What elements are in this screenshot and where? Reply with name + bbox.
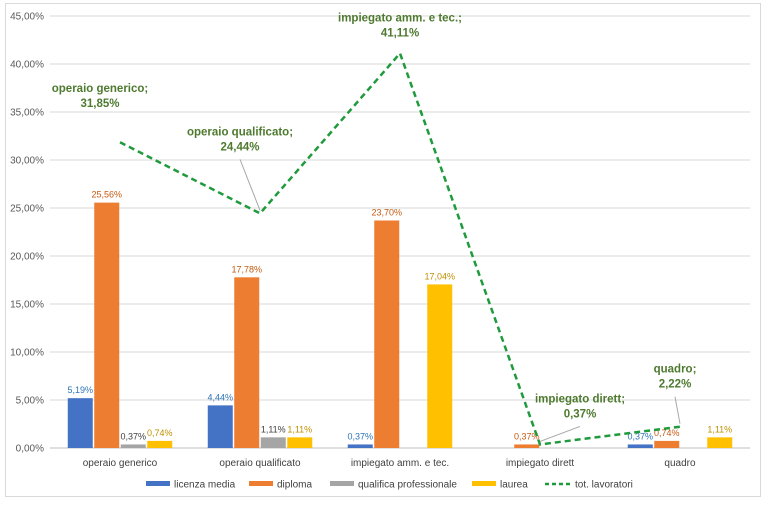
legend-swatch — [472, 481, 496, 486]
bar-data-label: 25,56% — [91, 190, 122, 200]
bar — [374, 220, 400, 448]
axis-layer: 0,00% 5,00% 10,00% 15,00% 20,00% 25,00% 30,00%… — [10, 12, 696, 470]
y-tick-label: 35,00% — [10, 108, 44, 119]
annotation-label: impiegato amm. e tec.; — [338, 12, 462, 24]
bar-data-label: 1,11% — [261, 424, 286, 434]
bar — [234, 277, 260, 448]
y-tick-label: 20,00% — [10, 252, 44, 263]
annotation-layer: operaio generico; 31,85% operaio qualifica… — [52, 12, 697, 442]
legend-swatch — [146, 481, 170, 486]
annotation-leader — [239, 159, 261, 211]
bar-data-label: 0,74% — [147, 428, 173, 438]
legend-label: tot. lavoratori — [575, 480, 633, 491]
bar — [260, 437, 286, 448]
bar-data-label: 0,37% — [627, 431, 653, 441]
legend-swatch — [249, 481, 273, 486]
y-tick-label: 45,00% — [10, 12, 44, 23]
bar — [207, 405, 233, 448]
bar-label-layer: 5,19% 4,44% 0,37% 0,37% 25,56% 17,78% 23,70% 0,… — [67, 190, 732, 442]
y-tick-label: 30,00% — [10, 156, 44, 167]
bar-data-label: 1,11% — [707, 424, 732, 434]
annotation-label: operaio generico; — [52, 83, 149, 95]
annotation-label: operaio qualificato; — [187, 126, 293, 138]
legend-label: laurea — [500, 480, 528, 491]
y-tick-label: 0,00% — [16, 444, 44, 455]
legend-layer: licenza media diploma qualifica profession… — [146, 480, 633, 491]
x-tick-label: operaio generico — [83, 458, 158, 469]
bar — [654, 440, 680, 448]
bar-data-label: 5,19% — [67, 385, 93, 395]
bar — [147, 440, 173, 448]
legend-label: licenza media — [174, 480, 236, 491]
annotation-value: 24,44% — [220, 141, 259, 153]
legend-label: diploma — [277, 480, 312, 491]
y-tick-label: 40,00% — [10, 60, 44, 71]
line-layer — [119, 50, 681, 446]
annotation-label: quadro; — [654, 364, 697, 376]
y-tick-label: 25,00% — [10, 204, 44, 215]
bar-data-label: 4,44% — [207, 392, 233, 402]
bar-data-label: 23,70% — [371, 207, 402, 217]
bar — [514, 444, 540, 448]
y-tick-label: 15,00% — [10, 300, 44, 311]
bar-data-label: 0,74% — [654, 428, 680, 438]
x-tick-label: impiegato dirett — [506, 458, 575, 469]
bar — [427, 284, 453, 448]
bar — [94, 202, 120, 448]
bar-data-label: 17,78% — [231, 264, 262, 274]
x-tick-label: quadro — [664, 458, 696, 469]
x-tick-label: impiegato amm. e tec. — [351, 458, 449, 469]
bar-data-label: 17,04% — [424, 271, 455, 281]
bar-data-label: 0,37% — [120, 431, 146, 441]
line-tot-lavoratori — [119, 50, 681, 446]
x-tick-label: operaio qualificato — [219, 458, 301, 469]
legend-label: qualifica professionale — [358, 480, 457, 491]
annotation-leader — [539, 425, 581, 442]
annotation-value: 41,11% — [381, 27, 419, 39]
annotation-label: impiegato dirett; — [535, 393, 625, 405]
bar-layer — [67, 202, 733, 448]
legend-swatch — [330, 481, 354, 486]
bar — [120, 444, 146, 448]
bar-data-label: 0,37% — [514, 431, 540, 441]
bar — [707, 437, 733, 448]
y-tick-label: 10,00% — [10, 348, 44, 359]
annotation-value: 0,37% — [564, 408, 597, 420]
y-tick-label: 5,00% — [16, 396, 44, 407]
annotation-leader — [674, 396, 681, 424]
annotation-value: 2,22% — [659, 379, 692, 391]
bar-data-label: 1,11% — [287, 424, 312, 434]
bar — [347, 444, 373, 448]
bar — [627, 444, 653, 448]
grid-layer — [50, 15, 750, 449]
bar — [67, 398, 93, 448]
bar-data-label: 0,37% — [347, 431, 373, 441]
annotation-value: 31,85% — [80, 98, 119, 110]
bar — [287, 437, 313, 448]
